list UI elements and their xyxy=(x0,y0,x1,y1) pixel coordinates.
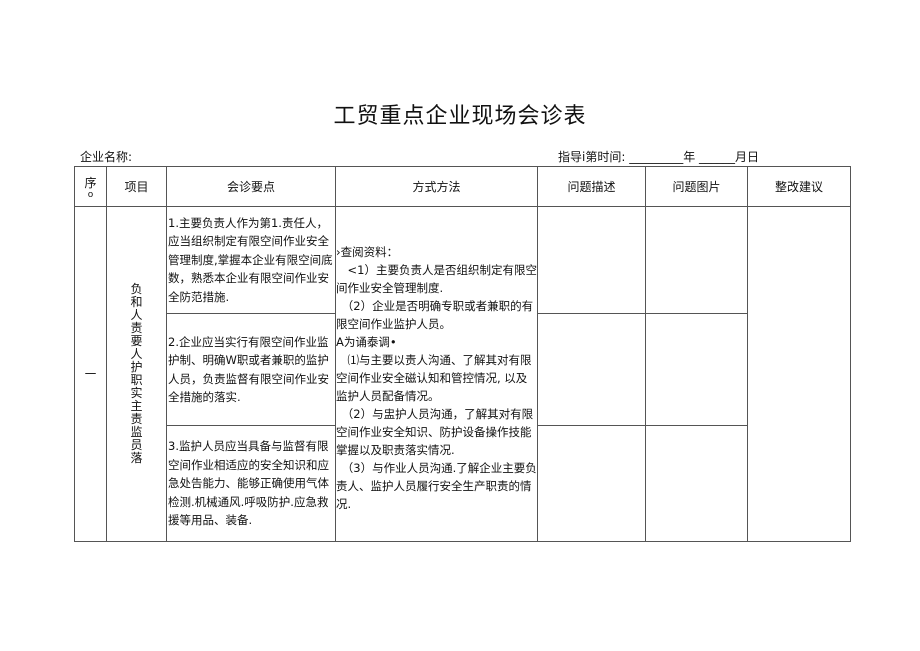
method-cell: ›查阅资料： <1）主要负责人是否组织制定有限空间作业安全管理制度. （2）企业… xyxy=(335,206,538,542)
header-problem: 问题描述 xyxy=(537,166,646,207)
point-3: 3.监护人员应当具备与监督有限空间作业相适应的安全知识和应急处告能力、能够正确使… xyxy=(166,425,336,542)
image-cell[interactable] xyxy=(645,206,748,314)
image-cell[interactable] xyxy=(645,313,748,426)
header-item: 项目 xyxy=(106,166,167,207)
header-method: 方式方法 xyxy=(335,166,538,207)
header-image: 问题图片 xyxy=(645,166,748,207)
item-cell: 负和人责要人护职实主责监员落 xyxy=(106,206,167,542)
method-line: <1）主要负责人是否组织制定有限空间作业安全管理制度. xyxy=(336,263,537,295)
item-text: 负和人责要人护职实主责监员落 xyxy=(130,282,143,465)
method-line: ›查阅资料： xyxy=(336,245,399,259)
table-row: 3.监护人员应当具备与监督有限空间作业相适应的安全知识和应急处告能力、能够正确使… xyxy=(75,425,851,542)
table-row: 一 负和人责要人护职实主责监员落 1.主要负责人作为第1.责任人，应当组织制定有… xyxy=(74,206,851,542)
method-line: （2）与盅护人员沟通，了解其对有限空间作业安全知识、防护设备操作技能掌握以及职责… xyxy=(336,407,534,457)
page-title: 工贸重点企业现场会诊表 xyxy=(333,104,587,129)
problem-cell[interactable] xyxy=(537,313,646,426)
method-line: A为诵泰调• xyxy=(336,335,397,349)
header-points: 会诊要点 xyxy=(166,166,336,207)
suggestion-cell[interactable] xyxy=(747,206,851,542)
point-2: 2.企业应当实行有限空间作业监护制、明确W职或者兼职的监护人员，负责监督有限空间… xyxy=(166,313,336,426)
company-name-label: 企业名称: xyxy=(80,150,133,164)
header-suggestion: 整改建议 xyxy=(747,166,851,207)
image-cell[interactable] xyxy=(645,425,748,542)
guidance-date-label: 指导i第时间: _________年 ______月日 xyxy=(558,150,760,164)
method-line: （2）企业是否明确专职或者兼职的有限空间作业监护人员。 xyxy=(336,299,534,331)
table-row: 2.企业应当实行有限空间作业监护制、明确W职或者兼职的监护人员，负责监督有限空间… xyxy=(75,313,851,426)
method-line: （3）与作业人员沟通.了解企业主要负责人、监护人员履行安全生产职责的情况. xyxy=(336,461,537,511)
seq-cell: 一 xyxy=(74,206,107,542)
problem-cell[interactable] xyxy=(537,425,646,542)
problem-cell[interactable] xyxy=(537,206,646,314)
method-line: ⑴与主要以责人沟通、了解其对有限空间作业安全磁认知和管控情况, 以及监护人员配备… xyxy=(336,353,532,403)
point-1: 1.主要负责人作为第1.责任人，应当组织制定有限空间作业安全管理制度,掌握本企业… xyxy=(166,206,336,314)
